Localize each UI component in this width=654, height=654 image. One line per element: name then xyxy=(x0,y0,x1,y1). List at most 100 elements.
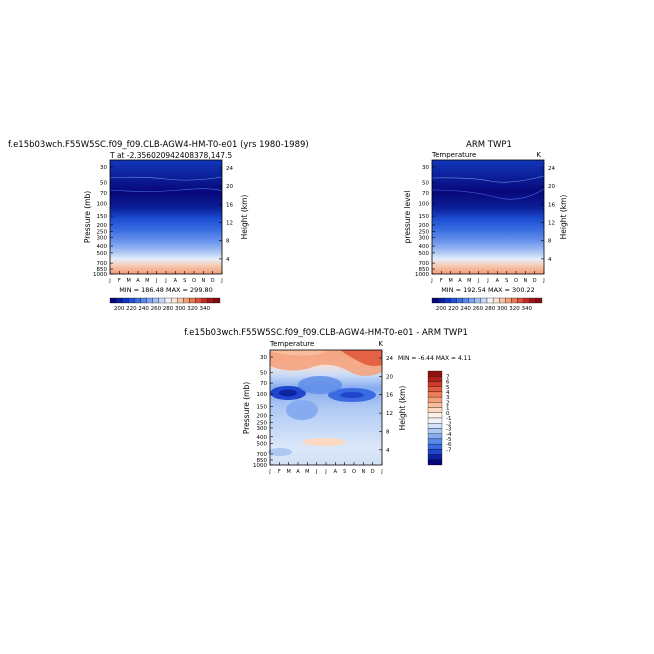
colorbar-label: 320 xyxy=(187,306,198,312)
colorbar-swatch xyxy=(535,297,543,304)
x-tick-label: O xyxy=(192,278,196,284)
x-tick-label: D xyxy=(211,278,215,284)
colorbar-swatch xyxy=(170,297,178,304)
y-tick-label: 1000 xyxy=(415,272,429,278)
panel-diff-contour xyxy=(340,350,382,366)
colorbar-label: -1 xyxy=(446,416,451,422)
y2-tick-label: 8 xyxy=(386,429,390,435)
x-tick-label: A xyxy=(496,278,500,284)
y2-tick-label: 16 xyxy=(548,202,555,208)
colorbar-label: 6 xyxy=(446,380,450,386)
x-tick-label: J xyxy=(324,469,326,475)
x-tick-label: J xyxy=(315,469,317,475)
x-tick-label: J xyxy=(164,278,166,284)
y2-tick-label: 16 xyxy=(226,202,233,208)
colorbar-label: 220 xyxy=(126,306,137,312)
panel-diff: f.e15b03wch.F55W5SC.f09_f09.CLB-AGW4-HM-… xyxy=(184,328,471,475)
y-tick-label: 200 xyxy=(257,413,268,419)
y-tick-label: 400 xyxy=(97,244,108,250)
colorbar-label: 300 xyxy=(497,306,508,312)
panel-diff-y2-ticks: 24 20 16 12 8 4 xyxy=(379,356,393,454)
panel-diff-colorbar xyxy=(427,370,443,466)
y-tick-label: 30 xyxy=(422,165,429,171)
colorbar-swatch xyxy=(427,370,443,377)
colorbar-swatch xyxy=(134,297,141,304)
colorbar-swatch xyxy=(468,297,475,304)
panel-obs-right-label: K xyxy=(536,151,541,159)
panel-model-colorbar-labels: 200 220 240 260 280 300 320 340 xyxy=(114,306,211,312)
colorbar-label: 300 xyxy=(175,306,186,312)
colorbar-swatch xyxy=(529,297,537,304)
y2-tick-label: 24 xyxy=(386,356,393,362)
panel-diff-stats: MIN = -6.44 MAX = 4.11 xyxy=(398,355,471,362)
y2-tick-label: 20 xyxy=(548,184,555,190)
colorbar-swatch xyxy=(152,297,160,304)
y-tick-label: 200 xyxy=(419,223,430,229)
colorbar-label: 4 xyxy=(446,390,450,396)
y-tick-label: 70 xyxy=(100,191,107,197)
panel-model-y2-ticks: 24 20 16 12 8 4 xyxy=(219,166,233,263)
panel-obs: ARM TWP1 Temperature K 30507010015020025… xyxy=(403,140,568,312)
colorbar-swatch xyxy=(523,297,530,304)
colorbar-swatch xyxy=(427,391,443,398)
y-tick-label: 300 xyxy=(257,426,268,432)
colorbar-label: 1 xyxy=(446,406,450,412)
colorbar-label: 5 xyxy=(446,385,450,391)
colorbar-label: 240 xyxy=(138,306,149,312)
y-tick-label: 50 xyxy=(260,371,267,377)
y-tick-label: 500 xyxy=(97,251,108,257)
y2-tick-label: 8 xyxy=(548,239,552,245)
x-tick-label: M xyxy=(287,469,291,475)
colorbar-swatch xyxy=(207,297,215,304)
y-tick-label: 30 xyxy=(100,165,107,171)
x-tick-label: J xyxy=(542,278,544,284)
panel-diff-contour xyxy=(279,389,297,397)
y2-tick-label: 12 xyxy=(386,411,393,417)
x-tick-label: O xyxy=(352,469,356,475)
y-tick-label: 300 xyxy=(97,235,108,241)
x-tick-label: F xyxy=(118,278,121,284)
colorbar-label: 260 xyxy=(473,306,484,312)
panel-model-ylabel: Pressure (mb) xyxy=(83,191,92,243)
panel-obs-y2-ticks: 24 20 16 12 8 4 xyxy=(541,166,555,263)
x-tick-label: J xyxy=(220,278,222,284)
panel-obs-left-label: Temperature xyxy=(431,151,476,159)
y2-tick-label: 20 xyxy=(226,184,233,190)
y-tick-label: 700 xyxy=(257,452,268,458)
x-tick-label: F xyxy=(278,469,281,475)
x-tick-label: S xyxy=(343,469,346,475)
colorbar-swatch xyxy=(431,297,439,304)
y-tick-label: 150 xyxy=(97,214,108,220)
colorbar-swatch xyxy=(480,297,488,304)
colorbar-label: -4 xyxy=(446,432,452,438)
colorbar-swatch xyxy=(427,396,443,403)
x-tick-label: A xyxy=(458,278,462,284)
x-tick-label: M xyxy=(127,278,131,284)
colorbar-swatch xyxy=(146,297,153,304)
y2-tick-label: 24 xyxy=(548,166,555,172)
colorbar-label: 280 xyxy=(163,306,174,312)
panel-diff-left-label: Temperature xyxy=(269,340,314,348)
colorbar-swatch xyxy=(201,297,208,304)
colorbar-swatch xyxy=(427,423,443,429)
colorbar-label: 220 xyxy=(448,306,459,312)
colorbar-swatch xyxy=(128,297,135,304)
colorbar-swatch xyxy=(427,386,443,393)
colorbar-swatch xyxy=(427,454,443,460)
colorbar-label: 3 xyxy=(446,395,450,401)
y-tick-label: 250 xyxy=(419,230,430,236)
colorbar-swatch xyxy=(427,428,443,434)
colorbar-swatch xyxy=(474,297,482,304)
panel-diff-y2label: Height (km) xyxy=(398,386,407,431)
colorbar-swatch xyxy=(499,297,506,304)
colorbar-label: 0 xyxy=(446,411,450,417)
colorbar-swatch xyxy=(444,297,451,304)
colorbar-label: 200 xyxy=(114,306,125,312)
colorbar-swatch xyxy=(140,297,147,304)
y2-tick-label: 4 xyxy=(548,257,552,263)
panel-model-title: f.e15b03wch.F55W5SC.f09_f09.CLB-AGW4-HM-… xyxy=(8,140,309,150)
y-tick-label: 500 xyxy=(257,442,268,448)
panel-diff-right-label: K xyxy=(378,340,383,348)
